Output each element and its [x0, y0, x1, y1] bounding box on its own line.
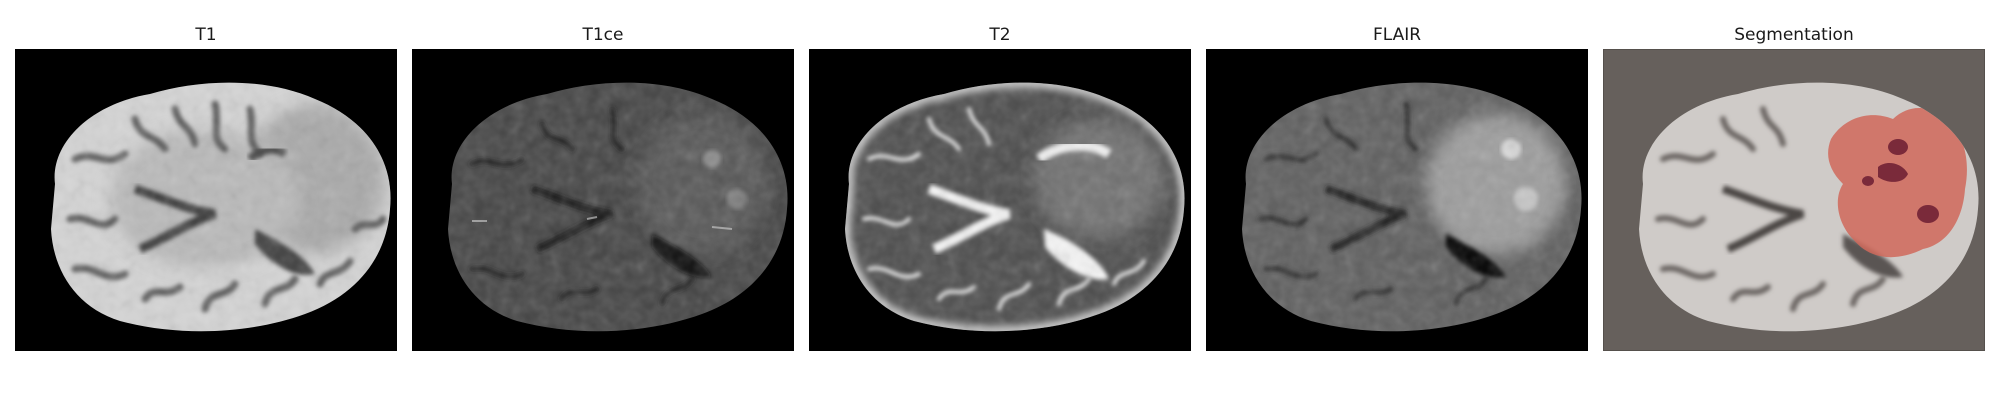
- flair-panel: FLAIR: [1206, 0, 1588, 360]
- t1-panel: T1: [15, 0, 397, 360]
- brain-mri-t2-image: [809, 49, 1191, 351]
- brain-segmentation-overlay-image: [1603, 49, 1985, 351]
- flair-title: FLAIR: [1372, 25, 1422, 45]
- t1ce-title: T1ce: [582, 25, 624, 45]
- t2-title: T2: [989, 25, 1011, 45]
- brain-mri-t1-image: [15, 49, 397, 351]
- segmentation-title: Segmentation: [1734, 25, 1854, 45]
- brain-mri-t1ce-image: [412, 49, 794, 351]
- t1ce-panel: T1ce: [412, 0, 794, 360]
- brain-mri-flair-image: [1206, 49, 1588, 351]
- segmentation-panel: Segmentation: [1603, 0, 1985, 360]
- t1-title: T1: [195, 25, 217, 45]
- t2-panel: T2: [809, 0, 1191, 360]
